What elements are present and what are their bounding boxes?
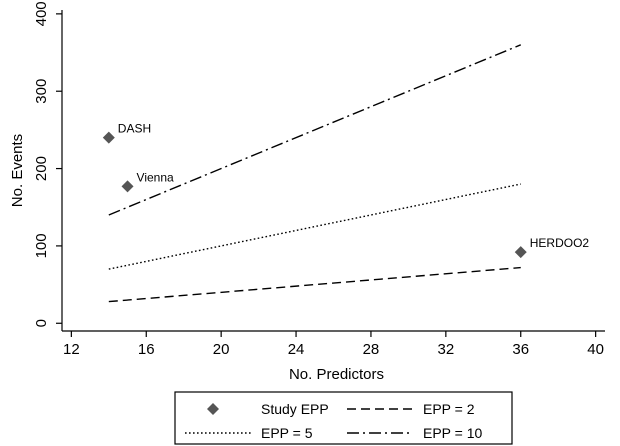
study-epp-point (121, 180, 134, 193)
y-tick-label: 200 (33, 156, 50, 181)
y-tick-label: 300 (33, 79, 50, 104)
x-tick-label: 32 (438, 341, 455, 358)
x-tick-label: 20 (213, 341, 230, 358)
point-label: Vienna (137, 170, 174, 184)
legend-label: Study EPP (261, 401, 329, 417)
y-tick-label: 0 (33, 319, 50, 327)
legend-box (174, 391, 513, 445)
legend: Study EPP EPP = 2 EPP = 5 EPP = 10 (174, 391, 513, 445)
legend-label: EPP = 10 (423, 425, 483, 441)
x-axis-title: No. Predictors (289, 366, 384, 383)
x-tick-label: 12 (63, 341, 80, 358)
series-line (108, 44, 522, 216)
legend-label: EPP = 2 (423, 401, 475, 417)
legend-label: EPP = 5 (261, 425, 313, 441)
y-tick-label: 400 (33, 1, 50, 26)
x-tick-label: 28 (363, 341, 380, 358)
series-layer: DASH Vienna HERDOO2 (102, 44, 590, 303)
point-label: HERDOO2 (530, 236, 590, 250)
study-epp-point (102, 131, 115, 144)
x-tick-label: 36 (512, 341, 529, 358)
y-axis-title: No. Events (9, 134, 26, 207)
series-line (108, 266, 521, 303)
x-tick-label: 24 (288, 341, 305, 358)
point-label: DASH (118, 122, 151, 136)
legend-key (207, 403, 219, 415)
x-tick-label: 40 (587, 341, 604, 358)
study-epp-point (514, 246, 527, 259)
y-tick-label: 100 (33, 233, 50, 258)
x-tick-label: 16 (138, 341, 155, 358)
